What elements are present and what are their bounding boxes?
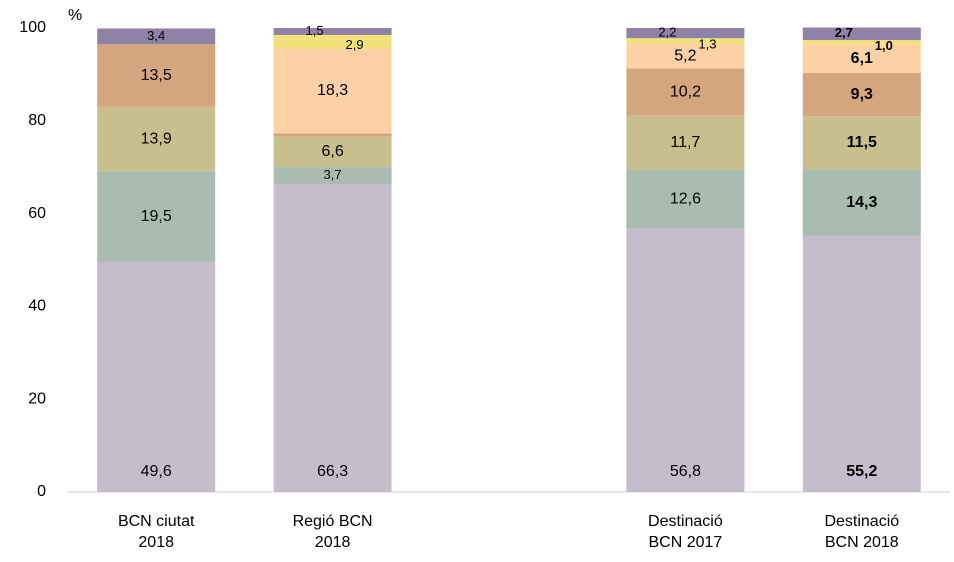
y-tick-label: 20 bbox=[28, 390, 46, 407]
bar-segment bbox=[802, 169, 921, 236]
data-label: 11,5 bbox=[847, 134, 877, 151]
bar-segment bbox=[97, 44, 216, 107]
x-tick-label-line: BCN 2017 bbox=[648, 534, 722, 551]
y-tick-label: 0 bbox=[37, 483, 46, 500]
data-label: 6,6 bbox=[321, 143, 343, 160]
data-label: 66,3 bbox=[317, 463, 348, 480]
y-tick-label: 60 bbox=[28, 205, 46, 222]
bar-segment bbox=[273, 48, 392, 134]
bar-segment bbox=[626, 228, 745, 492]
data-label: 10,2 bbox=[670, 83, 701, 100]
bar-segment bbox=[626, 115, 745, 170]
data-label: 9,3 bbox=[851, 86, 873, 103]
x-tick-label: Regió BCN 2018 bbox=[293, 513, 373, 551]
data-label: 14,3 bbox=[846, 194, 877, 211]
x-tick-label-line: Destinació bbox=[824, 513, 899, 530]
x-tick-label: Destinació BCN 2017 bbox=[648, 513, 723, 551]
bar-segment bbox=[97, 171, 216, 262]
bar-segment bbox=[97, 261, 216, 492]
bar-segment bbox=[273, 167, 392, 185]
x-tick-label-line: BCN ciutat bbox=[118, 513, 195, 530]
data-label: 13,9 bbox=[141, 130, 172, 147]
bar-segment bbox=[273, 34, 392, 49]
x-tick-label-line: Destinació bbox=[648, 513, 723, 530]
bar-segment bbox=[273, 28, 392, 35]
data-label: 2,7 bbox=[835, 25, 853, 40]
data-label: 1,0 bbox=[875, 38, 893, 53]
data-label: 5,2 bbox=[674, 48, 696, 65]
data-label: 55,2 bbox=[846, 463, 877, 480]
data-label: 19,5 bbox=[141, 208, 172, 225]
data-label: 1,3 bbox=[698, 37, 716, 52]
data-label: 18,3 bbox=[317, 82, 348, 99]
bar-segment bbox=[626, 68, 745, 116]
x-tick-label-line: 2018 bbox=[138, 534, 174, 551]
x-tick-label-line: Regió BCN bbox=[293, 513, 373, 530]
bar-segment bbox=[802, 235, 921, 492]
bar-segment bbox=[802, 44, 921, 74]
data-label: 1,5 bbox=[306, 23, 324, 38]
x-tick-label-line: BCN 2018 bbox=[825, 534, 899, 551]
bar-segment bbox=[273, 133, 392, 137]
bar-segment bbox=[273, 184, 392, 493]
x-tick-label: Destinació BCN 2018 bbox=[824, 513, 899, 551]
data-label: 13,5 bbox=[141, 67, 172, 84]
bar-segment bbox=[802, 40, 921, 45]
bar-segment bbox=[626, 44, 745, 69]
bar-segment bbox=[626, 38, 745, 45]
bar-segment bbox=[97, 106, 216, 172]
bar-segment bbox=[802, 73, 921, 117]
bar-segment bbox=[273, 136, 392, 168]
y-tick-label: 100 bbox=[19, 19, 46, 36]
data-label: 2,2 bbox=[658, 25, 676, 40]
bar-segment bbox=[802, 27, 921, 41]
bar-segment bbox=[626, 28, 745, 39]
data-label: 11,7 bbox=[670, 134, 700, 151]
x-tick-label-line: 2018 bbox=[315, 534, 351, 551]
data-label: 56,8 bbox=[670, 463, 701, 480]
y-axis-unit: % bbox=[68, 7, 82, 24]
data-label: 2,9 bbox=[346, 37, 364, 52]
bar-segment bbox=[802, 116, 921, 170]
bar-segment bbox=[626, 169, 745, 229]
x-tick-label: BCN ciutat 2018 bbox=[118, 513, 195, 551]
y-tick-label: 80 bbox=[28, 112, 46, 129]
data-label: 12,6 bbox=[670, 190, 701, 207]
data-label: 49,6 bbox=[141, 463, 172, 480]
data-label: 6,1 bbox=[851, 50, 873, 67]
data-label: 3,4 bbox=[147, 28, 165, 43]
bar-segment bbox=[97, 28, 216, 45]
data-label: 3,7 bbox=[324, 167, 342, 182]
y-tick-label: 40 bbox=[28, 298, 46, 315]
